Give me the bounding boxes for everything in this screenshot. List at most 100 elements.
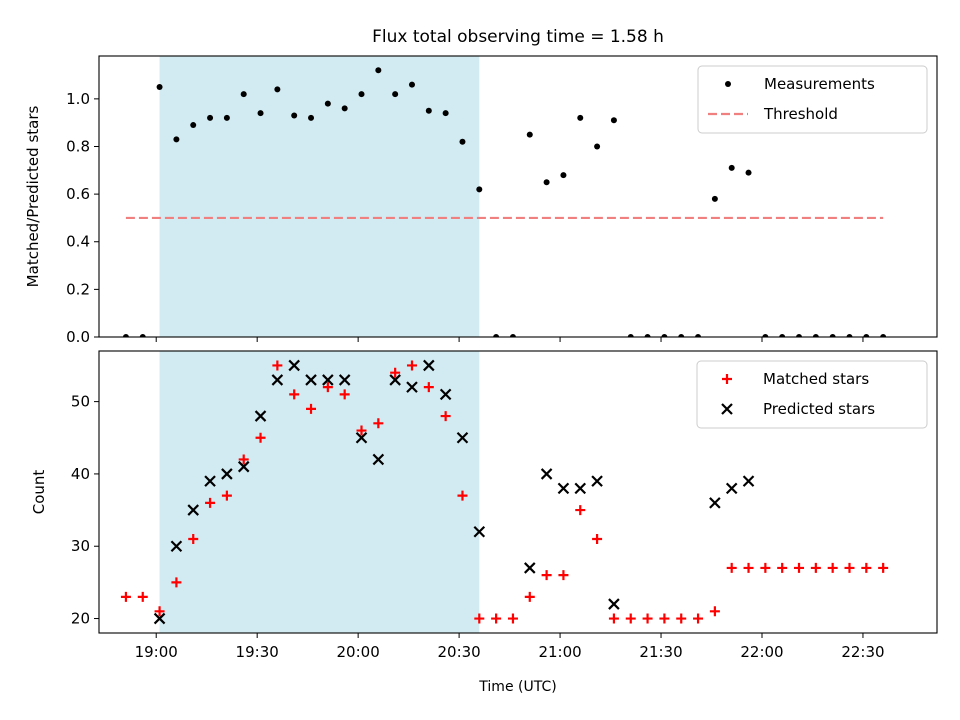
legend-label: Threshold [763, 105, 838, 123]
measurement-point [207, 114, 214, 121]
matched-stars-point [306, 403, 317, 414]
predicted-stars-point [591, 475, 603, 487]
legend: Matched stars Predicted stars [696, 360, 928, 429]
matched-stars-point [878, 562, 889, 573]
x-tick-label: 21:30 [639, 643, 682, 661]
predicted-stars-point [456, 431, 469, 444]
matched-stars-point [676, 613, 687, 624]
matched-stars-point [322, 382, 333, 393]
matched-stars-point [777, 562, 788, 573]
matched-stars-point [861, 562, 872, 573]
matched-stars-point [154, 606, 165, 617]
y-axis-label: Count [30, 470, 48, 515]
measurement-point [308, 114, 315, 121]
matched-stars-point [339, 389, 350, 400]
predicted-stars-point [237, 460, 250, 473]
data-layer [120, 359, 889, 625]
matched-stars-point [171, 577, 182, 588]
measurement-point [459, 138, 466, 145]
measurement-point [880, 334, 887, 337]
measurement-point [526, 131, 533, 138]
measurement-point [543, 179, 550, 186]
measurement-point [610, 117, 617, 124]
predicted-stars-point [524, 562, 536, 574]
matched-stars-point [440, 411, 451, 422]
matched-stars-point [592, 534, 603, 544]
matched-stars-point [541, 570, 552, 581]
measurement-point [779, 334, 786, 337]
y-tick-label: 30 [71, 537, 90, 555]
predicted-stars-point [725, 482, 738, 495]
matched-stars-point [693, 613, 704, 624]
observing-span-shade [159, 56, 480, 337]
legend: Measurements Threshold [697, 65, 928, 134]
matched-stars-point [507, 613, 518, 624]
predicted-stars-point [355, 431, 368, 444]
legend-box [696, 360, 928, 429]
legend-label: Matched stars [763, 370, 869, 388]
y-tick-label: 0.2 [66, 280, 90, 298]
y-tick-label: 50 [71, 393, 90, 411]
x-tick-label: 22:30 [841, 643, 884, 661]
measurement-point [745, 169, 752, 176]
measurement-point [274, 86, 281, 93]
matched-stars-point [608, 613, 619, 624]
predicted-stars-point [608, 598, 620, 610]
matched-stars-point [238, 454, 249, 465]
measurement-point [594, 143, 601, 150]
matched-stars-point [524, 591, 535, 602]
x-tick-label: 22:00 [740, 643, 783, 661]
measurement-point [796, 334, 803, 337]
y-tick-label: 0.0 [66, 328, 90, 346]
measurement-point [762, 334, 769, 337]
measurement-point [408, 81, 415, 88]
matched-stars-point [474, 613, 485, 624]
measurement-point [257, 110, 264, 117]
legend-marker-predicted [721, 403, 733, 415]
predicted-stars-point [254, 410, 267, 422]
matched-stars-point [794, 562, 805, 573]
predicted-stars-point [709, 497, 721, 509]
measurement-point [476, 186, 483, 193]
measurement-point [173, 136, 180, 143]
predicted-stars-point [473, 525, 486, 538]
measurement-point [711, 195, 718, 202]
matched-stars-point [373, 418, 384, 429]
x-tick-label: 20:30 [437, 643, 480, 661]
matched-stars-point [844, 562, 855, 573]
matched-stars-point [810, 562, 821, 573]
measurement-point [846, 334, 853, 337]
predicted-stars-point [187, 504, 200, 516]
measurement-point [392, 91, 399, 98]
y-tick-label: 0.6 [66, 185, 90, 203]
legend-label: Predicted stars [763, 400, 875, 418]
observing-span-shade [159, 351, 480, 633]
predicted-stars-point [338, 374, 351, 386]
x-tick-label: 19:30 [236, 643, 279, 661]
matched-stars-point [120, 591, 131, 602]
matched-stars-point [356, 425, 367, 436]
predicted-stars-point [288, 359, 300, 372]
measurement-point [223, 114, 230, 121]
matched-stars-point [390, 367, 401, 378]
matched-stars-point [423, 382, 434, 393]
measurement-point [661, 334, 668, 337]
measurement-point [493, 334, 500, 337]
predicted-stars-point [423, 359, 435, 372]
x-tick-label: 19:00 [135, 643, 178, 661]
legend-label: Measurements [764, 75, 875, 93]
legend-box [697, 65, 928, 134]
y-tick-label: 0.4 [66, 233, 90, 251]
matched-stars-point [726, 562, 737, 573]
measurement-point [122, 334, 129, 337]
matched-stars-point [205, 497, 216, 508]
predicted-stars-point [322, 374, 334, 386]
matched-stars-point [659, 613, 670, 624]
measurement-point [156, 83, 163, 90]
matched-stars-point [221, 490, 232, 501]
matched-stars-point [625, 613, 636, 624]
predicted-stars-point [742, 475, 755, 487]
predicted-stars-point [540, 468, 553, 480]
matched-stars-point [491, 613, 502, 624]
data-layer [122, 67, 887, 337]
